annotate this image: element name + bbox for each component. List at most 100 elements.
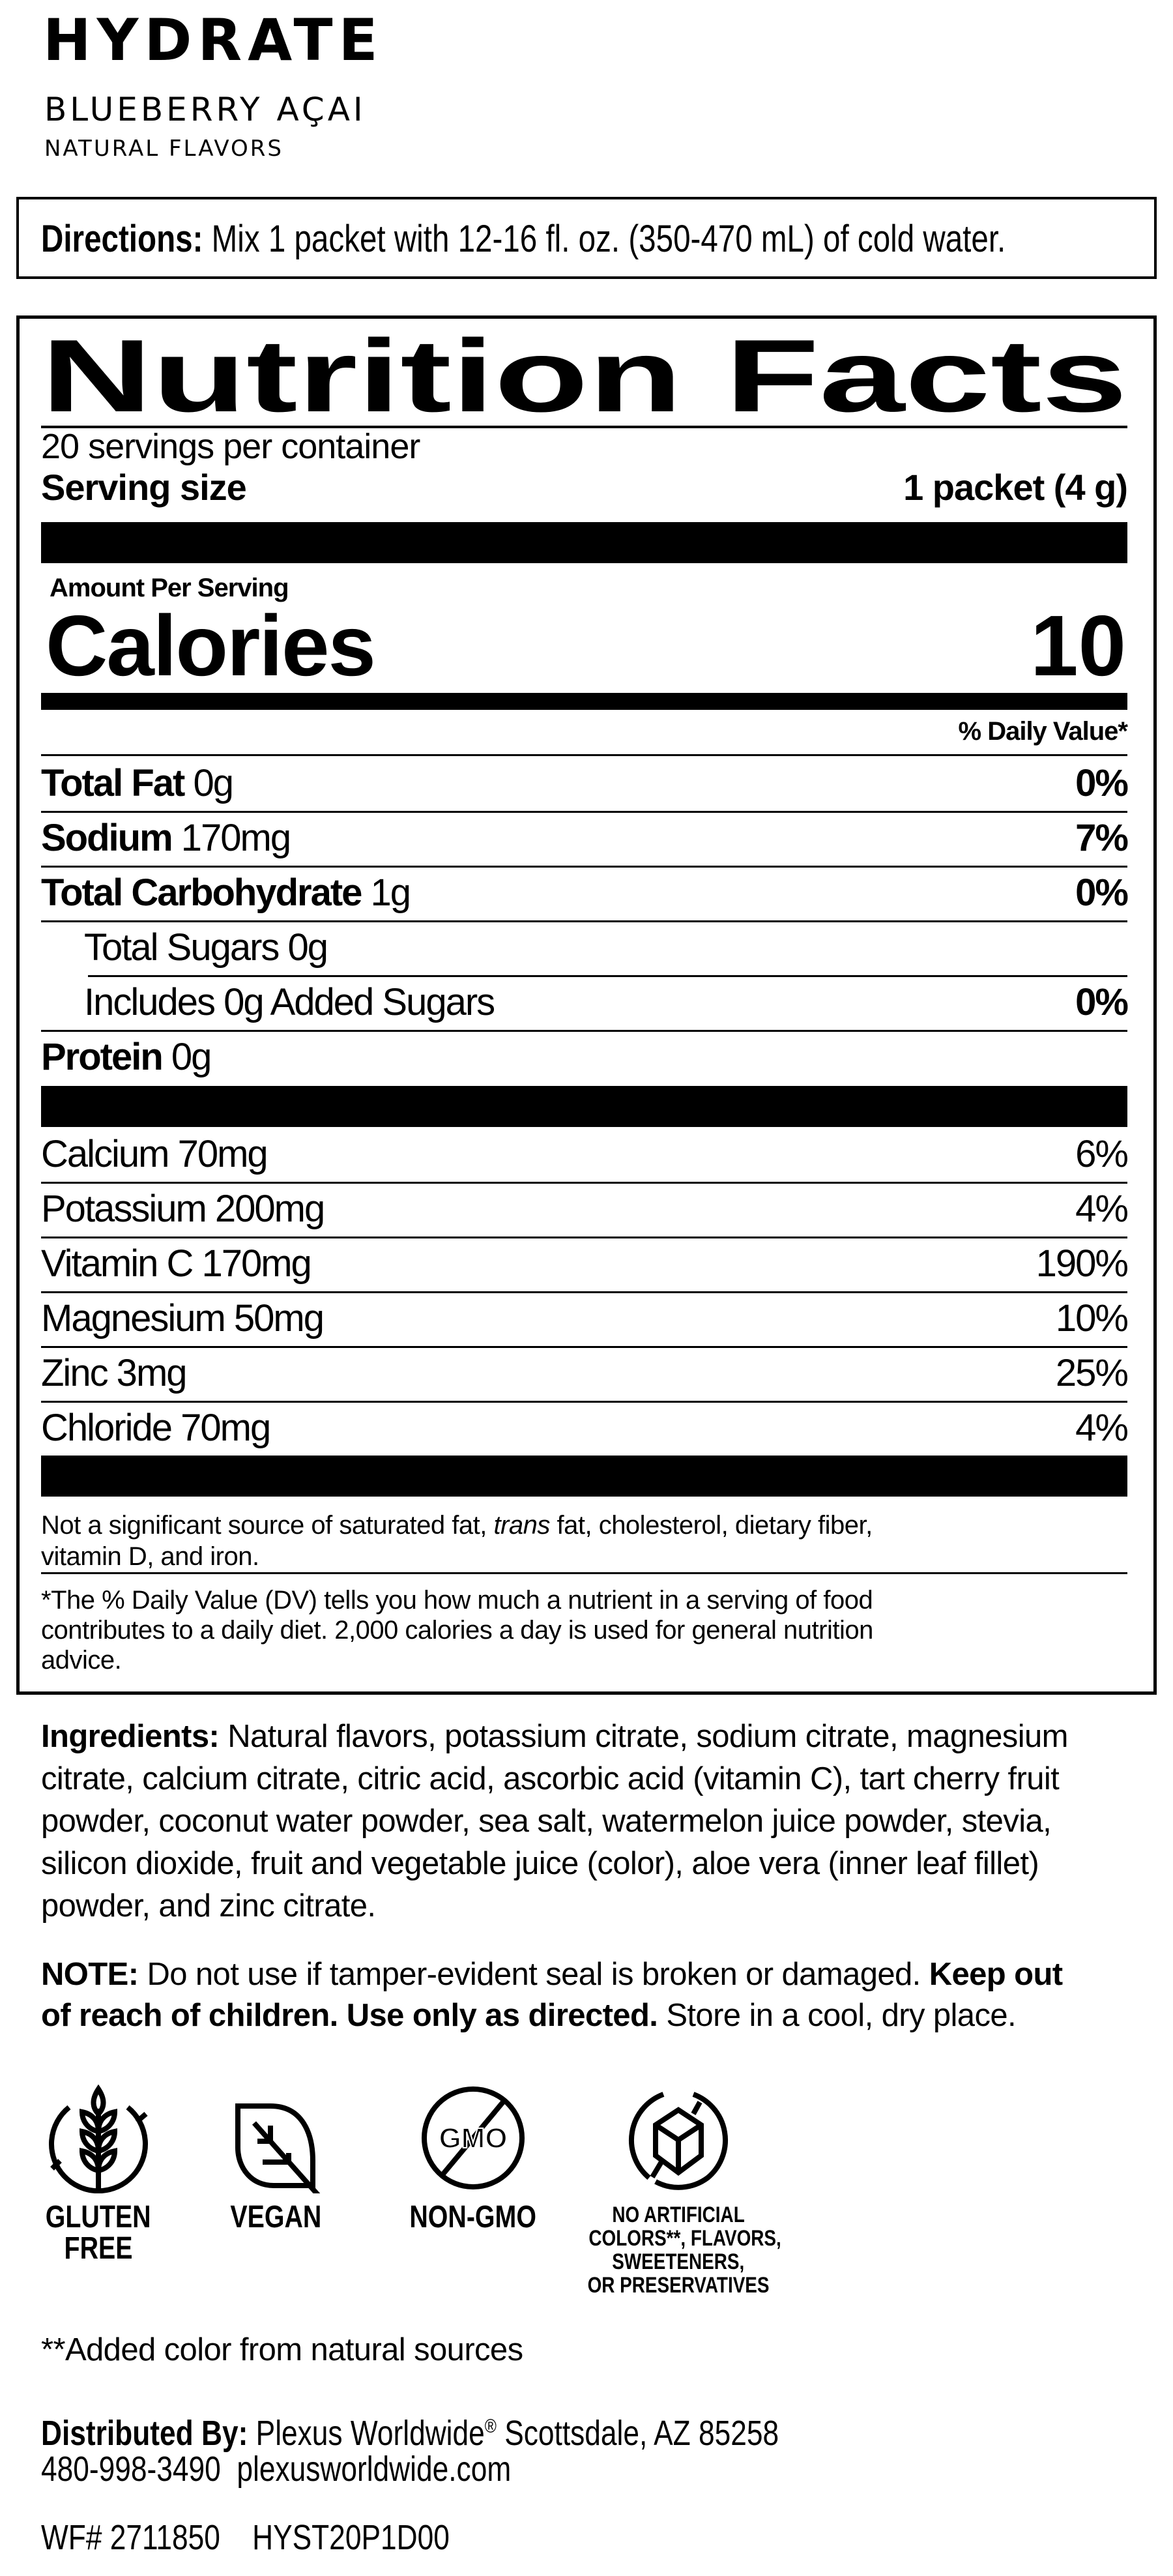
vitamin-daily-value: 6% <box>1075 1133 1129 1175</box>
thick-divider <box>41 1086 1127 1127</box>
note-text: Do not use if tamper-evident seal is bro… <box>138 1957 929 1992</box>
no-artificial-cube-icon <box>628 2092 729 2190</box>
row-divider <box>41 866 1127 868</box>
distributor-name: Plexus Worldwide <box>248 2414 485 2453</box>
distributor: Distributed By: Plexus Worldwide® Scotts… <box>41 2407 941 2453</box>
medium-divider <box>41 693 1127 710</box>
ingredients-line: silicon dioxide, fruit and vegetable jui… <box>41 1846 1039 1881</box>
row-divider <box>41 1401 1127 1403</box>
serving-size-label: Serving size <box>41 467 247 508</box>
nutrient-row: Includes 0g Added Sugars 0% <box>41 975 1129 1030</box>
vitamin-row: Zinc 3mg 25% <box>41 1346 1129 1401</box>
footnote-line: contributes to a daily diet. 2,000 calor… <box>41 1616 873 1645</box>
nutrient-row: Total Sugars 0g <box>41 920 1127 975</box>
nutrition-facts-title: Nutrition Facts <box>41 336 1127 420</box>
footnote-line: *The % Daily Value (DV) tells you how mu… <box>41 1586 873 1615</box>
vitamin-name: Chloride 70mg <box>41 1407 271 1449</box>
sku-code: HYST20P1D00 <box>252 2518 450 2557</box>
vitamin-daily-value: 25% <box>1055 1352 1129 1394</box>
vitamin-name: Potassium 200mg <box>41 1188 325 1230</box>
vitamin-daily-value: 190% <box>1035 1242 1129 1285</box>
nutrient-row: Protein 0g <box>41 1030 1127 1085</box>
directions-label: Directions: <box>41 218 203 260</box>
vitamin-name: Zinc 3mg <box>41 1352 188 1394</box>
vitamin-row: Chloride 70mg 4% <box>41 1401 1129 1456</box>
vitamin-row: Magnesium 50mg 10% <box>41 1291 1129 1346</box>
flavor-name: BLUEBERRY AÇAI <box>44 91 366 128</box>
footnote-line: advice. <box>41 1646 122 1675</box>
nutrient-amount: Total Sugars 0g <box>84 926 328 969</box>
footnote-not-significant: Not a significant source of saturated fa… <box>41 1510 873 1572</box>
footnote-text: Not a significant source of saturated fa… <box>41 1511 494 1540</box>
nutrient-name: Sodium <box>41 817 173 859</box>
badge-label-line: GLUTEN <box>46 2200 151 2234</box>
directions: Directions: Mix 1 packet with 12-16 fl. … <box>41 216 1173 262</box>
non-gmo-icon: GMO <box>422 2086 525 2189</box>
badge-label-no-artificial: NO ARTIFICIAL COLORS**, FLAVORS, SWEETEN… <box>568 2203 789 2297</box>
badge-label-line: NO ARTIFICIAL <box>612 2203 745 2227</box>
wf-code: WF# 2711850 <box>41 2518 220 2557</box>
badge-label-line: COLORS**, FLAVORS, <box>588 2226 781 2251</box>
nutrient-amount: 0g <box>162 1036 212 1078</box>
directions-box <box>16 197 1157 279</box>
nutrient-row: Total Carbohydrate 1g 0% <box>41 866 1129 920</box>
vegan-leaf-icon <box>235 2103 321 2193</box>
row-divider <box>41 1030 1127 1032</box>
ingredients-label: Ingredients: <box>41 1719 220 1754</box>
nutrition-facts-title-text: Nutrition Facts <box>41 336 1127 420</box>
ingredients-line: powder, coconut water powder, sea salt, … <box>41 1804 1052 1839</box>
nutrient-amount: 170mg <box>171 817 291 859</box>
note-bold-text: Keep out <box>929 1957 1063 1992</box>
nutrient-amount: 0g <box>184 762 234 804</box>
nutrient-name: Protein <box>41 1036 164 1078</box>
servings-per-container: 20 servings per container <box>41 427 420 466</box>
footnote-text-italic: trans <box>493 1511 550 1540</box>
row-divider <box>41 920 1127 922</box>
calories-label: Calories <box>46 598 376 694</box>
vitamin-row: Calcium 70mg 6% <box>41 1127 1129 1182</box>
vitamin-row: Vitamin C 170mg 190% <box>41 1237 1129 1291</box>
registered-mark: ® <box>484 2416 497 2437</box>
badge-label-line: VEGAN <box>230 2200 321 2234</box>
note-label: NOTE: <box>41 1957 139 1992</box>
badge-label-gluten-free: GLUTEN FREE <box>33 2202 164 2264</box>
badge-label-vegan: VEGAN <box>210 2202 341 2233</box>
thick-divider <box>41 1456 1127 1497</box>
product-codes: WF# 2711850 HYST20P1D00 <box>41 2517 539 2558</box>
warning-note: NOTE: Do not use if tamper-evident seal … <box>41 1954 1063 2036</box>
row-divider <box>41 1182 1127 1184</box>
badge-label-line: FREE <box>64 2231 133 2266</box>
distributor-phone: 480-998-3490 <box>41 2450 221 2489</box>
ingredients-line: powder, and zinc citrate. <box>41 1888 376 1924</box>
vitamin-daily-value: 4% <box>1075 1188 1129 1230</box>
serving-size-value: 1 packet (4 g) <box>903 467 1128 508</box>
distributor-address: Scottsdale, AZ 85258 <box>496 2414 779 2453</box>
added-color-note: **Added color from natural sources <box>41 2332 523 2367</box>
vitamin-name: Magnesium 50mg <box>41 1297 325 1339</box>
nutrient-row: Total Fat 0g 0% <box>41 756 1129 811</box>
nutrient-row: Sodium 170mg 7% <box>41 811 1129 866</box>
footnote-daily-value: *The % Daily Value (DV) tells you how mu… <box>41 1585 873 1675</box>
gmo-icon-text: GMO <box>439 2122 507 2154</box>
footnote-text: vitamin D, and iron. <box>41 1542 259 1571</box>
directions-text: Mix 1 packet with 12-16 fl. oz. (350-470… <box>203 218 1006 260</box>
distributor-website[interactable]: plexusworldwide.com <box>237 2450 512 2489</box>
footnote-text: fat, cholesterol, dietary fiber, <box>549 1511 873 1540</box>
ingredients-line: citrate, calcium citrate, citric acid, a… <box>41 1761 1060 1796</box>
row-divider <box>41 1237 1127 1238</box>
nutrient-amount: 1g <box>361 871 412 914</box>
badge-label-non-gmo: NON-GMO <box>395 2202 551 2233</box>
nutrient-amount: Includes 0g Added Sugars <box>84 981 495 1023</box>
badge-label-line: OR PRESERVATIVES <box>587 2273 770 2298</box>
nutrient-name: Total Fat <box>41 762 185 804</box>
nutrient-name: Total Carbohydrate <box>41 871 362 914</box>
ingredients: Ingredients: Natural flavors, potassium … <box>41 1716 1068 1927</box>
nutrition-facts-panel <box>16 315 1157 1695</box>
nutrient-daily-value: 7% <box>1075 817 1129 859</box>
note-text: Store in a cool, dry place. <box>658 1998 1017 2033</box>
divider <box>41 1572 1127 1574</box>
flavor-subtitle: NATURAL FLAVORS <box>44 136 283 162</box>
note-bold-text: of reach of children. Use only as direct… <box>41 1998 658 2033</box>
badge-label-line: NON-GMO <box>409 2200 537 2234</box>
amount-per-serving: Amount Per Serving <box>50 574 289 602</box>
